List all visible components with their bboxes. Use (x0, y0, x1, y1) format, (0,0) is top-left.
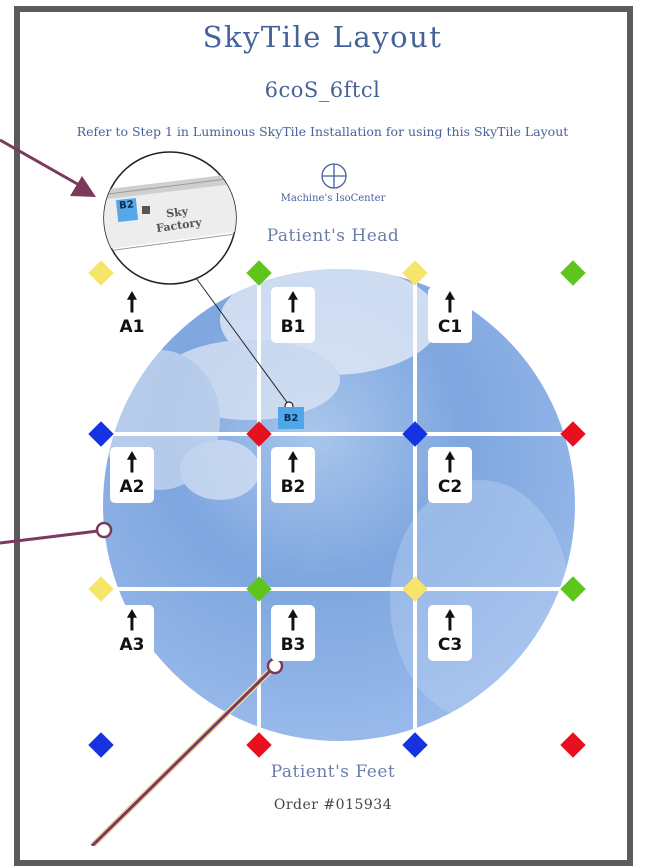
up-arrow-icon: 🠕 (444, 288, 456, 318)
diamond-red (560, 732, 586, 758)
tile-diagram (0, 138, 586, 846)
diamond-green (560, 576, 586, 602)
tile-label-c2: 🠕 C2 (428, 447, 472, 503)
diamond-yellow (402, 576, 428, 602)
patient-head-label: Patient's Head (266, 226, 400, 246)
up-arrow-icon: 🠕 (126, 288, 138, 318)
diamond-yellow (88, 576, 114, 602)
tile-grid (103, 270, 575, 740)
sky-circle (103, 269, 575, 741)
alignment-diamonds (88, 260, 586, 758)
up-arrow-icon: 🠕 (126, 606, 138, 636)
crosshair-circle-icon (321, 163, 347, 189)
tile-code: B3 (280, 635, 306, 655)
tile-label-c1: 🠕 C1 (428, 287, 472, 343)
diamond-blue (88, 421, 114, 447)
tile-code: A1 (119, 317, 145, 337)
tile-label-c3: 🠕 C3 (428, 605, 472, 661)
tile-code: C2 (437, 477, 463, 497)
tile-label-b2: 🠕 B2 (271, 447, 315, 503)
diamond-yellow (88, 260, 114, 286)
tile-label-b1: 🠕 B1 (271, 287, 315, 343)
diamond-green (246, 260, 272, 286)
up-arrow-icon: 🠕 (444, 448, 456, 478)
up-arrow-icon: 🠕 (444, 606, 456, 636)
tile-label-a1: 🠕 A1 (110, 287, 154, 343)
up-arrow-icon: 🠕 (287, 606, 299, 636)
diamond-red (560, 421, 586, 447)
tile-code: A3 (119, 635, 145, 655)
diamond-blue (88, 732, 114, 758)
order-number: Order #015934 (273, 797, 393, 813)
tile-code: B1 (280, 317, 306, 337)
tile-code: C3 (437, 635, 463, 655)
layout-code: 6coS_6ftcl (264, 78, 381, 102)
up-arrow-icon: 🠕 (287, 448, 299, 478)
zoom-callout (103, 151, 294, 411)
diamond-blue (402, 421, 428, 447)
tile-code: C1 (437, 317, 463, 337)
diamond-red (246, 732, 272, 758)
tile-label-a2: 🠕 A2 (110, 447, 154, 503)
tile-label-b3: 🠕 B3 (271, 605, 315, 661)
diamond-green (246, 576, 272, 602)
diamond-yellow (402, 260, 428, 286)
selected-tile-marker: B2 (278, 407, 304, 429)
diamond-blue (402, 732, 428, 758)
up-arrow-icon: 🠕 (287, 288, 299, 318)
up-arrow-icon: 🠕 (126, 448, 138, 478)
tile-code: A2 (119, 477, 145, 497)
page-title: SkyTile Layout (202, 20, 443, 54)
diamond-red (246, 421, 272, 447)
instruction-note: Refer to Step 1 in Luminous SkyTile Inst… (76, 124, 569, 139)
isocenter-label: Machine's IsoCenter (280, 193, 386, 204)
diamond-green (560, 260, 586, 286)
patient-feet-label: Patient's Feet (270, 762, 396, 782)
tile-label-a3: 🠕 A3 (110, 605, 154, 661)
lens-tile-tag: B2 (115, 198, 139, 222)
tile-code: B2 (280, 477, 306, 497)
